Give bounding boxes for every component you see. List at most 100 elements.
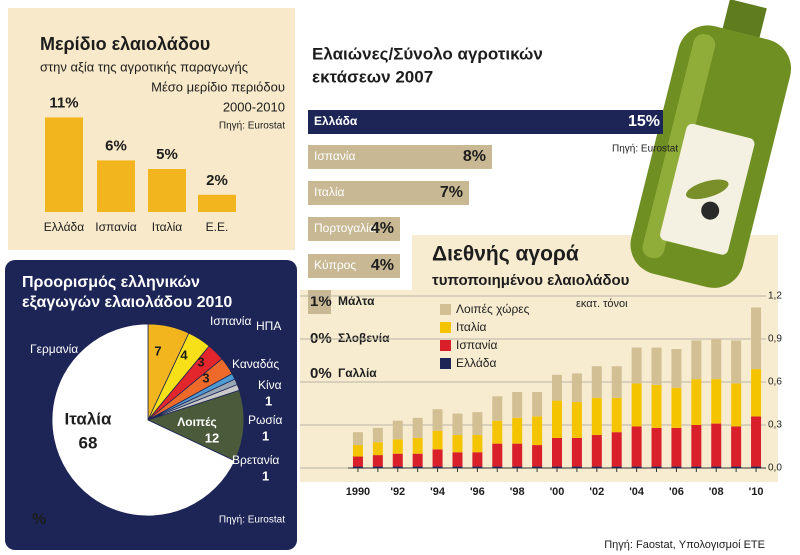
category-label: Βρετανία [232,453,279,467]
bar-segment [392,453,403,467]
bottle-shine [642,34,716,259]
bar [308,254,400,278]
x-tick-label: 1990 [346,486,370,498]
bar-segment [432,449,443,467]
bar-segment [412,417,423,438]
category-label: Κύπρος [314,258,356,272]
category-label: Γερμανία [30,342,78,356]
legend-swatch [440,322,451,333]
bar-segment [392,420,403,440]
bar-segment [571,373,582,403]
bar-segment [571,466,582,468]
bar-segment [352,445,363,457]
bar-segment [532,416,543,446]
bar-segment [352,432,363,446]
category-label: ΗΠΑ [256,319,281,333]
legend-label: Ελλάδα [456,356,496,370]
category-label: Ιταλία [65,409,112,428]
value-label: 2% [206,172,228,189]
bar-segment [352,456,363,467]
y-tick-label: 0,0 [768,463,782,474]
legend-swatch [440,340,451,351]
x-tick-label: '92 [390,486,405,498]
x-tick-label: '98 [510,486,525,498]
bar [97,160,135,212]
bar-segment [711,339,722,380]
bar-segment [432,430,443,450]
value-label: 1 [262,468,269,483]
title: εκτάσεων 2007 [312,67,433,86]
value-label: 3 [197,354,204,369]
bar-segment [751,307,762,370]
note: Μέσο μερίδιο περιόδου [151,79,285,94]
bar-segment [552,400,562,438]
category-label: Καναδάς [232,357,279,371]
bar-segment [751,369,762,417]
legend-swatch [440,358,451,369]
y-tick-label: 1,2 [768,291,782,302]
value-label: 5% [156,146,178,163]
bar-segment [671,387,682,428]
bar-segment [372,455,383,467]
value-label: 15% [628,113,660,130]
bar-segment [412,437,423,454]
bar-segment [372,427,383,443]
bar-segment [492,466,503,468]
value-label: 4 [180,347,188,362]
category-label: Ισπανία [210,314,251,328]
x-tick-label: '02 [589,486,604,498]
bar-segment [552,374,562,401]
bar [45,117,83,212]
bar-segment [571,437,582,467]
category-label: Ελλάδα [314,114,358,128]
bar-segment [731,466,742,468]
bar-segment [651,427,662,467]
source: Πηγή: Eurostat [612,143,678,155]
category-label: Σλοβενία [338,331,390,345]
subtitle: στην αξία της αγροτικής παραγωγής [40,59,248,74]
title: Ελαιώνες/Σύνολο αγροτικών [312,44,543,63]
y-tick-label: 0,9 [768,334,782,345]
value-label: 68 [79,433,98,452]
bar-segment [472,435,483,453]
x-tick-label: '10 [749,486,764,498]
bar-segment [591,366,602,398]
title: Προορισμός ελληνικών [22,274,200,291]
bar-segment [512,443,523,467]
x-tick-label: '94 [430,486,446,498]
value-label: 11% [49,94,78,111]
bar-segment [552,466,562,468]
source: Πηγή: Faostat, Υπολογισμοί ΕΤΕ [604,539,765,551]
bar-segment [432,466,443,468]
bar-segment [651,347,662,385]
bar-segment [691,340,702,380]
bar-segment [392,466,403,468]
x-tick-label: '00 [550,486,565,498]
x-tick-label: '96 [470,486,485,498]
legend-label: Ιταλία [456,320,487,334]
bar-segment [512,466,523,468]
bar-segment [532,392,543,417]
unit-label: εκατ. τόνοι [576,298,628,310]
bar-segment [731,340,742,384]
value-label: 4% [371,220,394,237]
bar-segment [452,435,463,453]
bar-segment [512,417,523,444]
value-label: 1 [265,393,272,408]
olive-leaf [686,179,729,200]
bar-segment [452,413,463,436]
unit: % [32,511,46,528]
x-tick-label: '08 [709,486,724,498]
x-tick-label: '04 [629,486,645,498]
bar-segment [472,466,483,468]
bar-segment [711,379,722,424]
bar-segment [591,466,602,468]
bar-segment [472,452,483,467]
legend-swatch [440,304,451,315]
bar-segment [731,383,742,427]
y-tick-label: 0,3 [768,420,782,431]
y-tick-label: 0,6 [768,377,782,388]
bar-segment [631,383,642,427]
legend-label: Ισπανία [456,338,497,352]
